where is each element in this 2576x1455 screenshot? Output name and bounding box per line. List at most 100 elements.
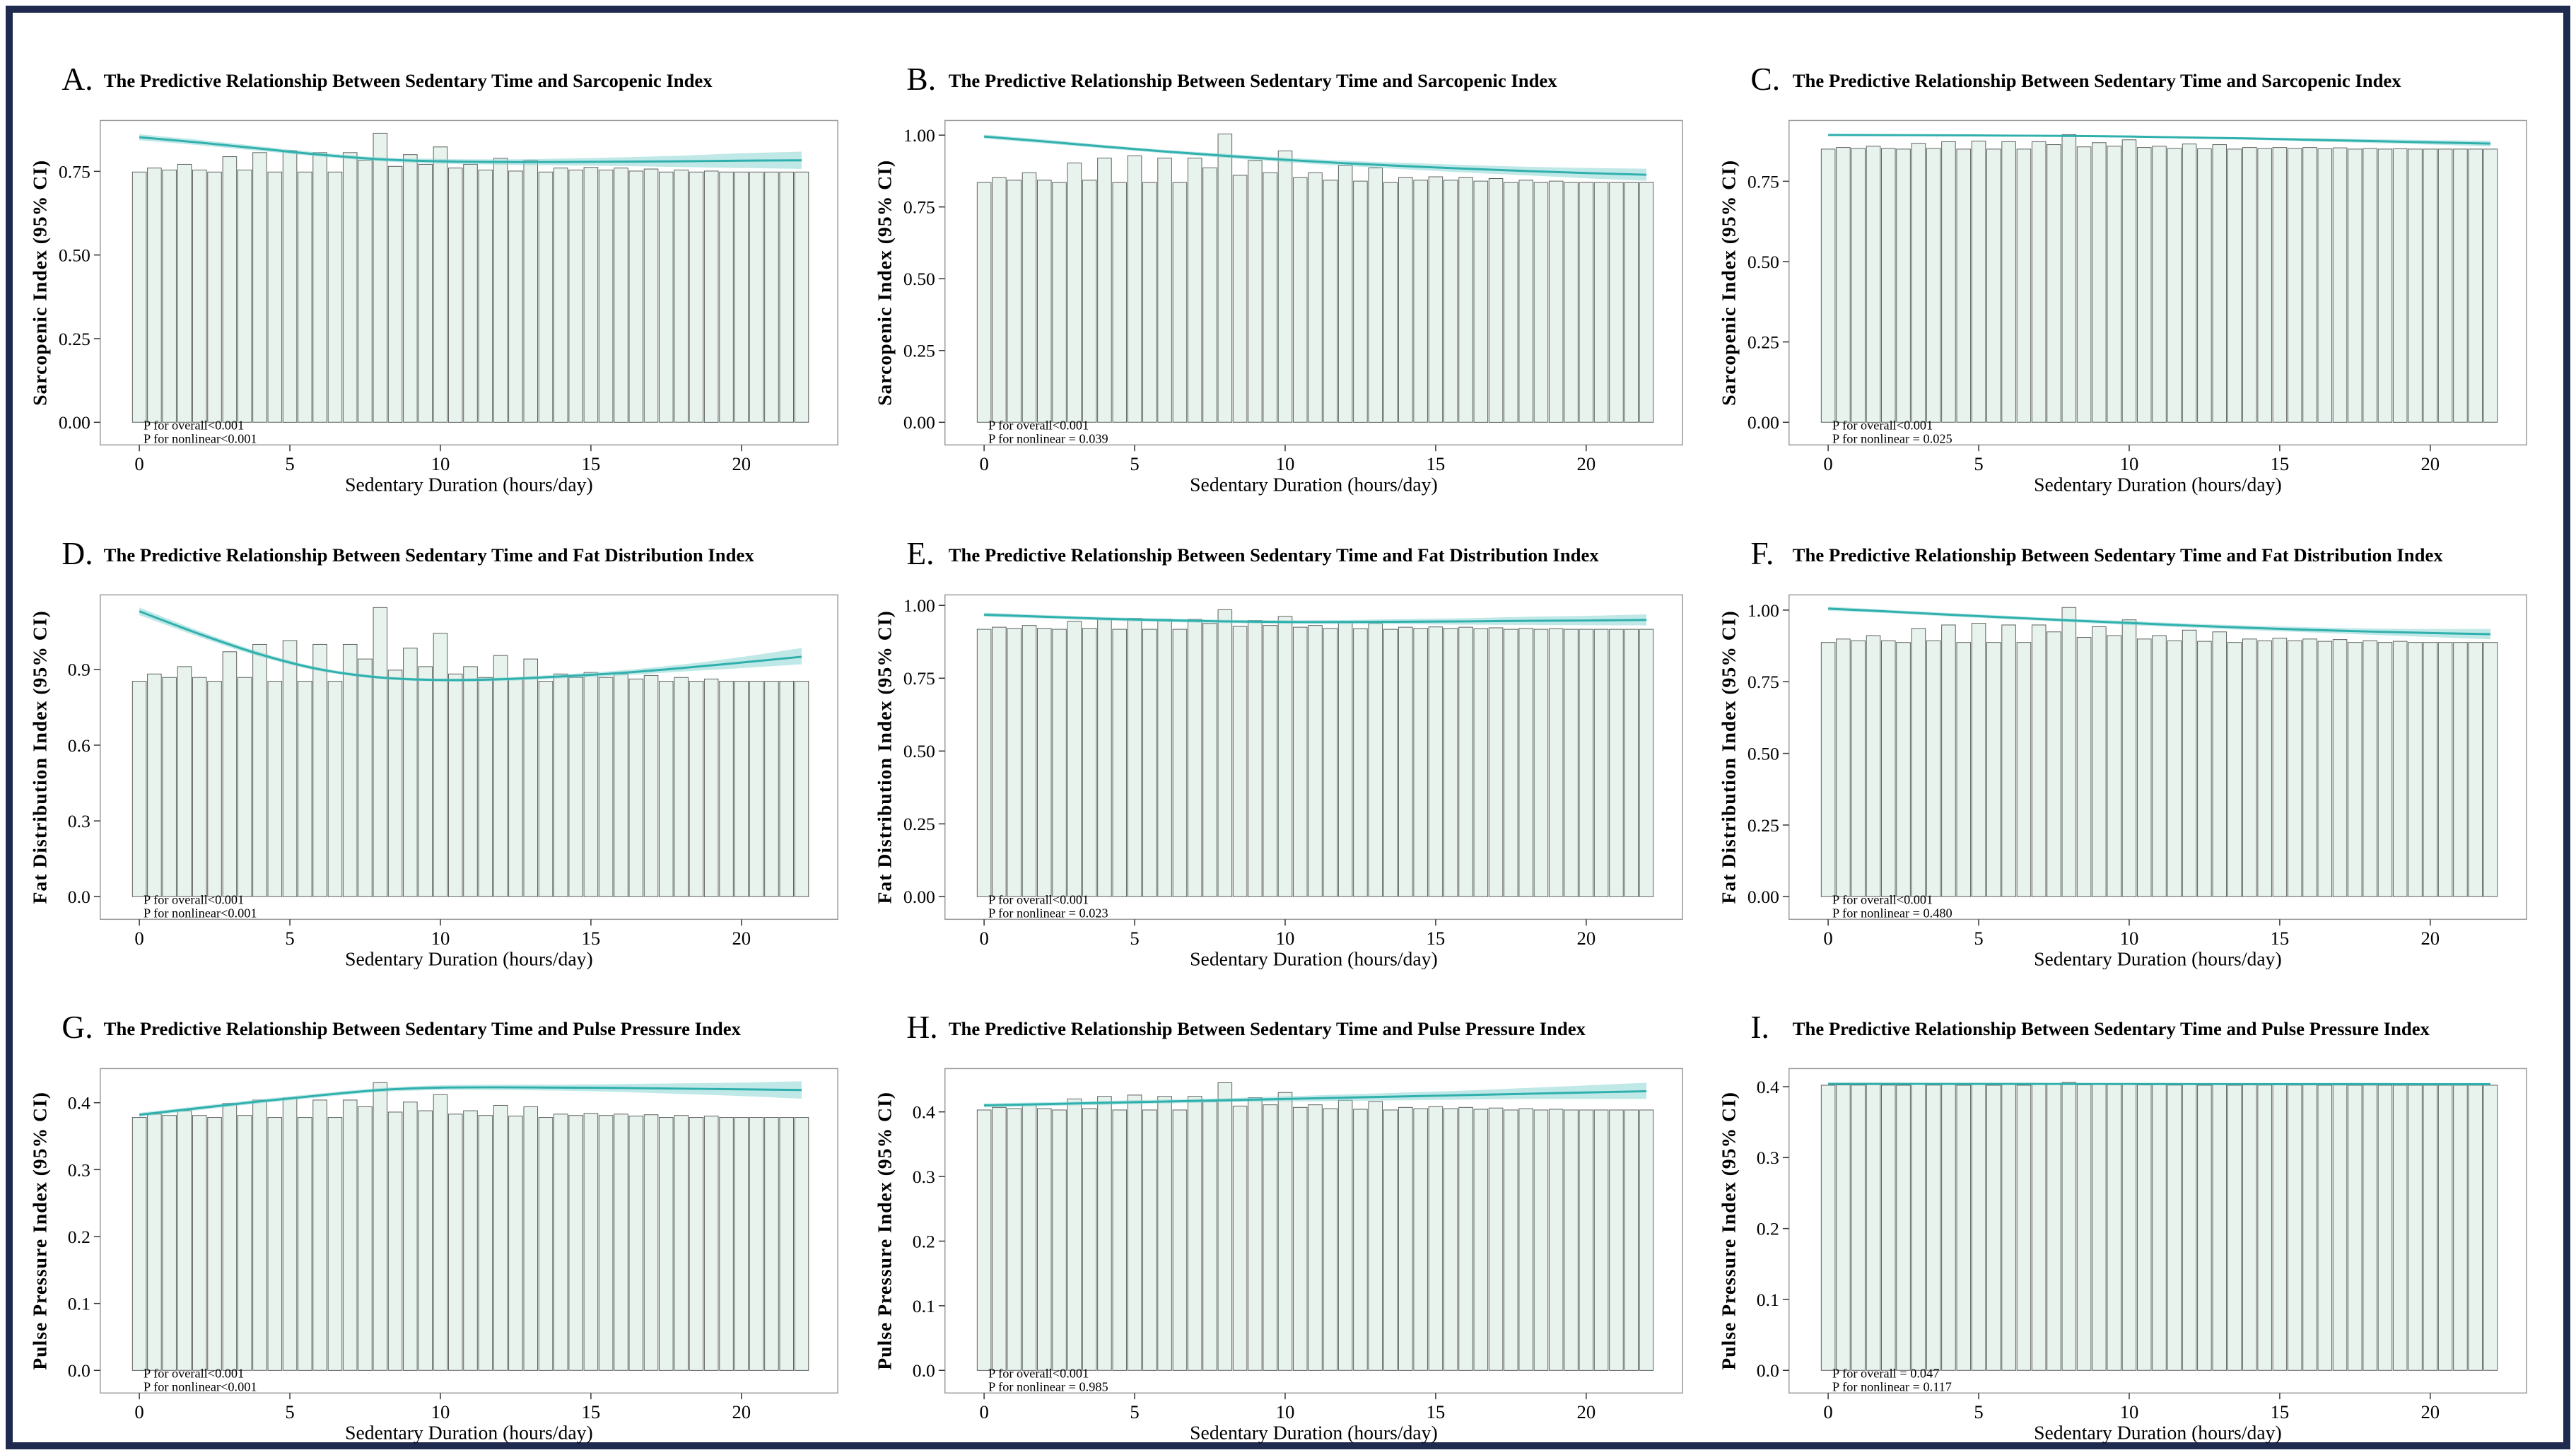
panel-title: The Predictive Relationship Between Sede… [948, 70, 1557, 91]
histogram-bar [1323, 180, 1337, 423]
histogram-bar [1624, 629, 1639, 897]
y-tick-label: 0.3 [1757, 1147, 1779, 1168]
histogram-bar [764, 1117, 779, 1371]
y-axis-title: Sarcopenic Index (95% CI) [1718, 160, 1740, 406]
histogram-bar [779, 680, 794, 897]
histogram-bar [1398, 1106, 1413, 1371]
panel-letter: E. [906, 534, 934, 571]
panel-letter: I. [1751, 1009, 1770, 1045]
histogram-bar [2483, 148, 2498, 423]
histogram-bar [583, 1113, 599, 1371]
histogram-bar [2348, 641, 2363, 897]
histogram-bar [237, 169, 252, 423]
histogram-bar [674, 1115, 689, 1371]
histogram-bar [177, 1110, 192, 1371]
x-tick-label: 10 [431, 1401, 450, 1422]
histogram-bar [538, 171, 554, 423]
histogram-bar [162, 169, 177, 423]
histogram-bar [2438, 641, 2453, 897]
histogram-bar [628, 1116, 644, 1371]
histogram-bar [2061, 1082, 2077, 1371]
figure-frame: A. The Predictive Relationship Between Se… [6, 6, 2570, 1449]
histogram-bar [1533, 1109, 1548, 1371]
histogram-bar [643, 168, 659, 423]
histogram-bar [598, 1115, 614, 1371]
histogram-bar [2016, 641, 2032, 897]
spline-curve [983, 135, 1646, 176]
histogram-bar [2483, 641, 2498, 897]
histogram-bar [1172, 629, 1187, 897]
histogram-bar [312, 643, 327, 897]
histogram-bar [2137, 147, 2152, 423]
histogram-bar [358, 160, 373, 423]
p-nonlinear-label: P for nonlinear = 0.480 [1832, 906, 1953, 920]
histogram-bar [2288, 1085, 2302, 1371]
y-tick-label: 0.50 [903, 741, 935, 761]
x-tick-label: 10 [1275, 1401, 1294, 1422]
histogram-bar [2377, 148, 2393, 423]
panel-title: The Predictive Relationship Between Sede… [1793, 544, 2444, 565]
histogram-bar [2122, 619, 2137, 897]
chart-b: B. The Predictive Relationship Between Se… [873, 61, 1683, 496]
histogram-bar [222, 156, 238, 423]
x-tick-label: 5 [1974, 453, 1984, 474]
y-tick-label: 0.25 [1747, 814, 1779, 835]
x-tick-label: 15 [582, 453, 601, 474]
histogram-bar [312, 1099, 327, 1371]
histogram-bar [2348, 1085, 2363, 1371]
x-tick-label: 10 [2120, 453, 2139, 474]
histogram-bar [1413, 627, 1428, 897]
histogram-bar [976, 629, 992, 897]
p-overall-label: P for overall<0.001 [988, 419, 1089, 433]
x-tick-label: 0 [134, 927, 144, 948]
histogram-bar [1836, 1085, 1851, 1371]
histogram-bar [1443, 627, 1458, 897]
histogram-bar [237, 677, 252, 897]
histogram-bar [2468, 641, 2483, 897]
histogram-bar [2152, 635, 2167, 897]
histogram-bar [2242, 147, 2257, 423]
histogram-bar [1082, 180, 1097, 423]
histogram-bar [1307, 624, 1323, 897]
histogram-bar [1956, 641, 1972, 897]
histogram-bar [1458, 1106, 1473, 1371]
histogram-bar [1247, 1097, 1263, 1371]
histogram-bar [553, 673, 568, 897]
histogram-bar [2453, 641, 2469, 897]
y-tick-label: 0.50 [1747, 743, 1779, 764]
y-tick-label: 0.00 [59, 412, 90, 433]
histogram-bar [734, 680, 749, 897]
histogram-bar [1036, 627, 1052, 897]
histogram-bar [2182, 1084, 2197, 1371]
histogram-bar [2333, 1085, 2348, 1371]
histogram-bar [2212, 1084, 2227, 1371]
x-tick-label: 15 [1426, 1401, 1445, 1422]
histogram-bar [598, 169, 614, 423]
histogram-bar [2393, 641, 2408, 897]
histogram-bar [1202, 622, 1217, 897]
histogram-bar [1142, 629, 1157, 897]
histogram-bar [131, 1117, 147, 1371]
histogram-bar [1277, 615, 1292, 897]
panel-a: A. The Predictive Relationship Between Se… [21, 21, 866, 496]
histogram-bar [1413, 180, 1428, 423]
x-axis-title: Sedentary Duration (hours/day) [1190, 474, 1438, 496]
histogram-bars [976, 134, 1653, 423]
histogram-bar [689, 171, 704, 423]
histogram-bar [1548, 628, 1564, 897]
histogram-bar [2182, 629, 2197, 897]
x-tick-label: 10 [431, 927, 450, 948]
x-tick-label: 20 [2421, 927, 2440, 948]
histogram-bar [1488, 1107, 1504, 1371]
histogram-bar [991, 177, 1007, 423]
x-axis-title: Sedentary Duration (hours/day) [345, 1422, 593, 1444]
x-tick-label: 0 [1824, 1401, 1833, 1422]
histogram-bar [2302, 147, 2318, 423]
y-tick-label: 0.25 [903, 341, 935, 361]
histogram-bar [2016, 148, 2032, 423]
histogram-bar [1112, 629, 1127, 897]
y-tick-label: 0.75 [903, 197, 935, 218]
histogram-bar [1292, 626, 1308, 897]
chart-f: F. The Predictive Relationship Between Se… [1718, 534, 2528, 969]
histogram-bar [1533, 182, 1548, 423]
